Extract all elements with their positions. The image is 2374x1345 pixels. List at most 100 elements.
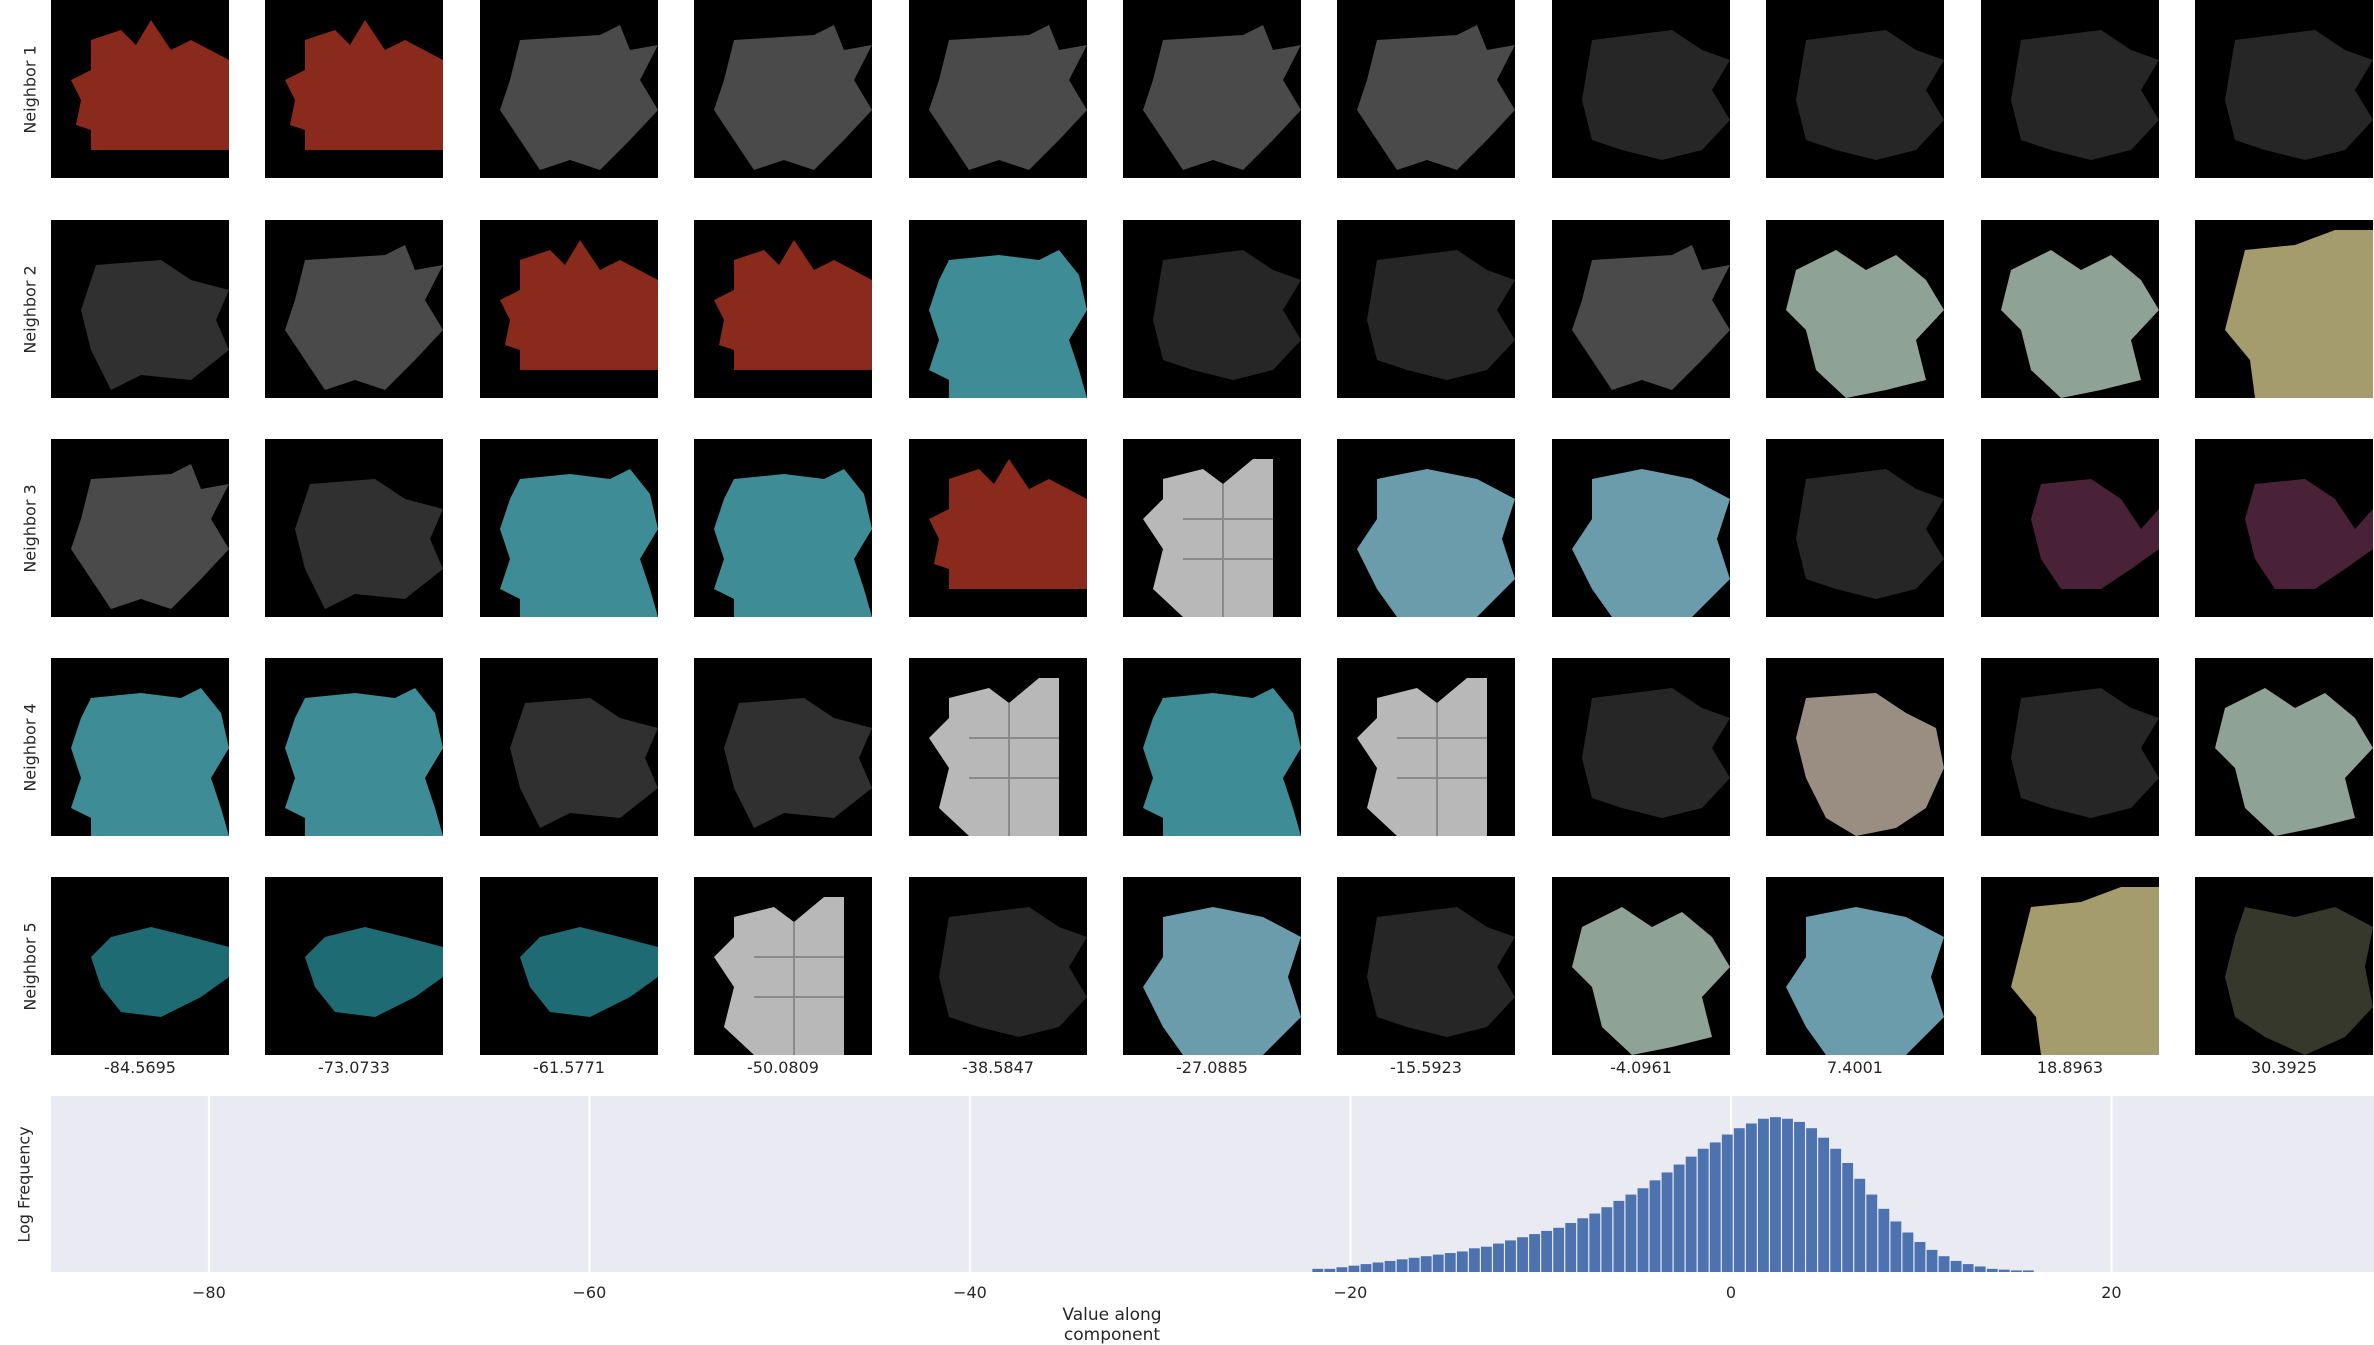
neighbor-image [285,20,443,150]
neighbor-image-tile[interactable] [480,877,658,1055]
image-segment [91,927,229,1017]
neighbor-image-tile[interactable] [51,877,229,1055]
neighbor-image-tile[interactable] [694,439,872,617]
neighbor-image-tile[interactable] [909,439,1087,617]
neighbor-image-tile[interactable] [480,658,658,836]
neighbor-image-tile[interactable] [480,0,658,178]
x-tick-label: −80 [192,1283,226,1302]
image-segment [714,897,844,1055]
neighbor-image-tile[interactable] [265,220,443,398]
neighbor-image-tile[interactable] [1552,439,1730,617]
histogram-bar [1661,1172,1673,1272]
neighbor-image-tile[interactable] [1981,220,2159,398]
neighbor-image-tile[interactable] [694,658,872,836]
neighbor-image [500,25,658,170]
histogram-bar [1697,1148,1709,1272]
neighbor-image-tile[interactable] [1981,0,2159,178]
neighbor-image-tile[interactable] [909,0,1087,178]
image-segment [2031,479,2159,589]
column-value-label: -61.5771 [533,1058,605,1077]
neighbor-image-tile[interactable] [909,658,1087,836]
x-tick-label: 20 [2101,1283,2122,1302]
neighbor-image [1143,688,1301,836]
neighbor-image [929,250,1087,398]
histogram-bar [1372,1262,1384,1272]
neighbor-image-tile[interactable] [1981,877,2159,1055]
neighbor-image-tile[interactable] [1552,220,1730,398]
neighbor-image-tile[interactable] [694,0,872,178]
neighbor-image-tile[interactable] [2195,0,2373,178]
neighbor-image-tile[interactable] [51,658,229,836]
neighbor-image-tile[interactable] [1766,220,1944,398]
neighbor-image-tile[interactable] [1123,877,1301,1055]
neighbor-image-tile[interactable] [51,0,229,178]
histogram-bar [1782,1118,1793,1272]
neighbor-image-tile[interactable] [1123,220,1301,398]
neighbor-image-tile[interactable] [265,877,443,1055]
neighbor-image-tile[interactable] [2195,658,2373,836]
neighbor-image-tile[interactable] [1766,877,1944,1055]
row-label: Neighbor 4 [10,658,50,836]
image-segment [71,20,229,150]
neighbor-image-tile[interactable] [1337,658,1515,836]
neighbor-image-tile[interactable] [1766,0,1944,178]
neighbor-image-tile[interactable] [2195,439,2373,617]
neighbor-image-tile[interactable] [1552,0,1730,178]
histogram-bar [1565,1223,1577,1272]
histogram-bar [1649,1180,1661,1272]
neighbor-image-tile[interactable] [909,877,1087,1055]
histogram-bar [1733,1128,1745,1272]
neighbor-image [1572,245,1730,390]
image-segment [929,25,1087,170]
image-segment [939,907,1087,1037]
histogram-bar [1757,1118,1769,1272]
neighbor-image [91,927,229,1017]
neighbor-image-tile[interactable] [1337,0,1515,178]
neighbor-image-tile[interactable] [51,439,229,617]
tile-grout-lines [969,703,1059,836]
neighbor-image-tile[interactable] [265,0,443,178]
neighbor-image-tile[interactable] [2195,877,2373,1055]
histogram-bar [1854,1178,1866,1272]
image-segment [285,688,443,836]
neighbor-image-tile[interactable] [265,439,443,617]
neighbor-image-tile[interactable] [1337,220,1515,398]
histogram-bar [1890,1221,1902,1272]
neighbor-image-tile[interactable] [1981,658,2159,836]
tile-grout-lines [1183,484,1273,617]
neighbor-image-tile[interactable] [694,220,872,398]
neighbor-image-tile[interactable] [1552,877,1730,1055]
neighbor-image-tile[interactable] [1337,439,1515,617]
neighbor-image [2225,230,2373,398]
neighbor-image-tile[interactable] [1123,439,1301,617]
histogram-bar [1974,1266,1986,1272]
histogram-bar [1601,1207,1613,1272]
neighbor-image-tile[interactable] [1981,439,2159,617]
neighbor-image-tile[interactable] [480,220,658,398]
image-segment [714,240,872,370]
neighbor-image-tile[interactable] [1123,658,1301,836]
image-segment [714,25,872,170]
histogram-bar [1938,1256,1950,1272]
image-segment [1786,250,1944,398]
neighbor-image-tile[interactable] [480,439,658,617]
neighbor-image-tile[interactable] [1337,877,1515,1055]
neighbor-image-tile[interactable] [265,658,443,836]
histogram-bar [1312,1268,1324,1272]
neighbor-image-tile[interactable] [51,220,229,398]
neighbor-image-tile[interactable] [694,877,872,1055]
neighbor-image-tile[interactable] [1123,0,1301,178]
histogram-bar [1324,1268,1336,1272]
neighbor-image [929,678,1059,836]
neighbor-image-tile[interactable] [2195,220,2373,398]
neighbor-image-tile[interactable] [1766,658,1944,836]
neighbor-image-tile[interactable] [909,220,1087,398]
neighbor-image-tile[interactable] [1552,658,1730,836]
column-value-label: -50.0809 [747,1058,819,1077]
image-segment [285,245,443,390]
neighbor-image [1582,688,1730,818]
neighbor-image [1357,25,1515,170]
x-tick-label: −20 [1333,1283,1368,1302]
neighbor-image-tile[interactable] [1766,439,1944,617]
histogram-bar [1962,1264,1974,1272]
